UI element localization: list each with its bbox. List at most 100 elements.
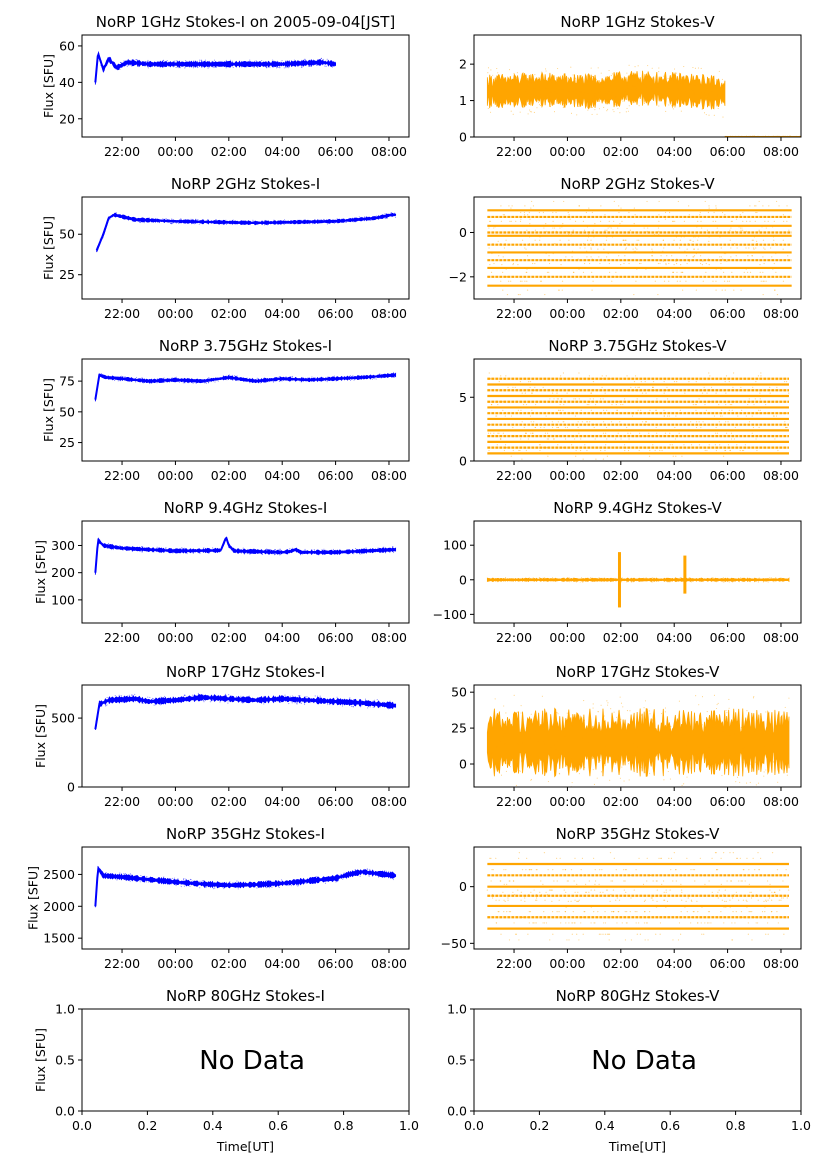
y-axis-label: Flux [SFU] <box>41 378 56 442</box>
data-point <box>555 857 558 859</box>
data-point <box>153 62 155 64</box>
data-point <box>693 216 696 218</box>
data-point <box>355 547 357 550</box>
data-point <box>319 697 321 699</box>
data-point <box>765 441 768 443</box>
data-point <box>522 742 524 744</box>
data-point <box>327 376 329 378</box>
data-point <box>705 262 707 265</box>
data-point <box>281 60 283 62</box>
data-point <box>305 882 307 884</box>
data-point <box>98 543 100 545</box>
data-point <box>248 223 250 225</box>
data-point <box>628 105 630 107</box>
data-point <box>535 578 537 580</box>
data-point <box>625 922 627 924</box>
data-point <box>608 939 610 941</box>
data-point <box>286 379 288 381</box>
panel-title: NoRP 80GHz Stokes-I <box>166 987 325 1005</box>
data-point <box>506 718 509 720</box>
data-point <box>669 889 671 891</box>
data-point <box>701 906 703 908</box>
data-point <box>245 66 247 68</box>
data-point <box>142 220 144 222</box>
data-point <box>575 449 577 452</box>
data-point <box>359 702 361 704</box>
data-point <box>692 285 694 287</box>
data-point <box>543 743 546 745</box>
data-point <box>502 401 504 403</box>
data-point <box>724 289 726 291</box>
data-point <box>701 264 703 266</box>
data-point <box>572 74 574 76</box>
data-point <box>652 581 654 583</box>
x-tick-label: 22:00 <box>496 956 532 971</box>
data-point <box>724 449 727 452</box>
data-point <box>567 579 569 581</box>
data-point <box>711 857 713 859</box>
data-point <box>637 746 639 748</box>
data-point <box>508 911 510 913</box>
data-point <box>103 377 105 379</box>
data-point <box>594 403 597 406</box>
data-point <box>268 66 270 68</box>
data-point <box>641 392 644 394</box>
data-point <box>679 579 681 581</box>
data-point <box>281 379 283 381</box>
data-point <box>219 65 221 67</box>
data-point <box>347 553 349 555</box>
data-point <box>526 229 528 231</box>
data-point <box>349 377 351 379</box>
data-point <box>611 236 614 238</box>
data-point <box>737 429 739 431</box>
data-point <box>102 233 104 236</box>
data-point <box>214 66 216 68</box>
data-point <box>208 221 210 223</box>
data-point <box>495 857 497 859</box>
data-point <box>739 214 741 216</box>
data-point <box>550 747 552 749</box>
data-point <box>311 222 313 224</box>
data-point <box>520 441 522 443</box>
data-point <box>525 88 527 91</box>
data-point <box>147 380 149 382</box>
data-point <box>644 911 646 913</box>
data-point <box>132 695 134 697</box>
data-point <box>736 247 738 249</box>
data-point <box>612 109 614 111</box>
data-point <box>615 271 617 273</box>
data-point <box>389 551 391 554</box>
data-point <box>779 757 781 759</box>
data-point <box>109 876 111 878</box>
data-point <box>529 386 531 388</box>
data-point <box>393 548 395 550</box>
data-point <box>188 883 190 885</box>
x-tick-label: 04:00 <box>264 956 300 971</box>
data-point <box>525 869 527 871</box>
data-point <box>361 701 363 703</box>
data-point <box>252 65 254 67</box>
data-point <box>394 212 396 214</box>
data-point <box>382 701 384 703</box>
data-point <box>582 933 584 935</box>
data-point <box>735 578 737 580</box>
data-point <box>601 869 603 871</box>
data-point <box>229 885 231 887</box>
data-point <box>684 392 686 394</box>
data-point <box>562 752 564 754</box>
data-point <box>668 211 671 214</box>
data-point <box>390 871 392 873</box>
data-point <box>202 694 204 696</box>
data-point <box>290 376 292 378</box>
data-point <box>602 874 605 876</box>
data-point <box>692 66 694 69</box>
data-point <box>575 581 578 583</box>
data-point <box>570 429 572 431</box>
data-point <box>277 376 279 378</box>
data-point <box>662 260 664 262</box>
data-point <box>646 922 648 924</box>
data-point <box>654 449 656 452</box>
data-point <box>204 59 206 61</box>
data-point <box>206 549 209 551</box>
